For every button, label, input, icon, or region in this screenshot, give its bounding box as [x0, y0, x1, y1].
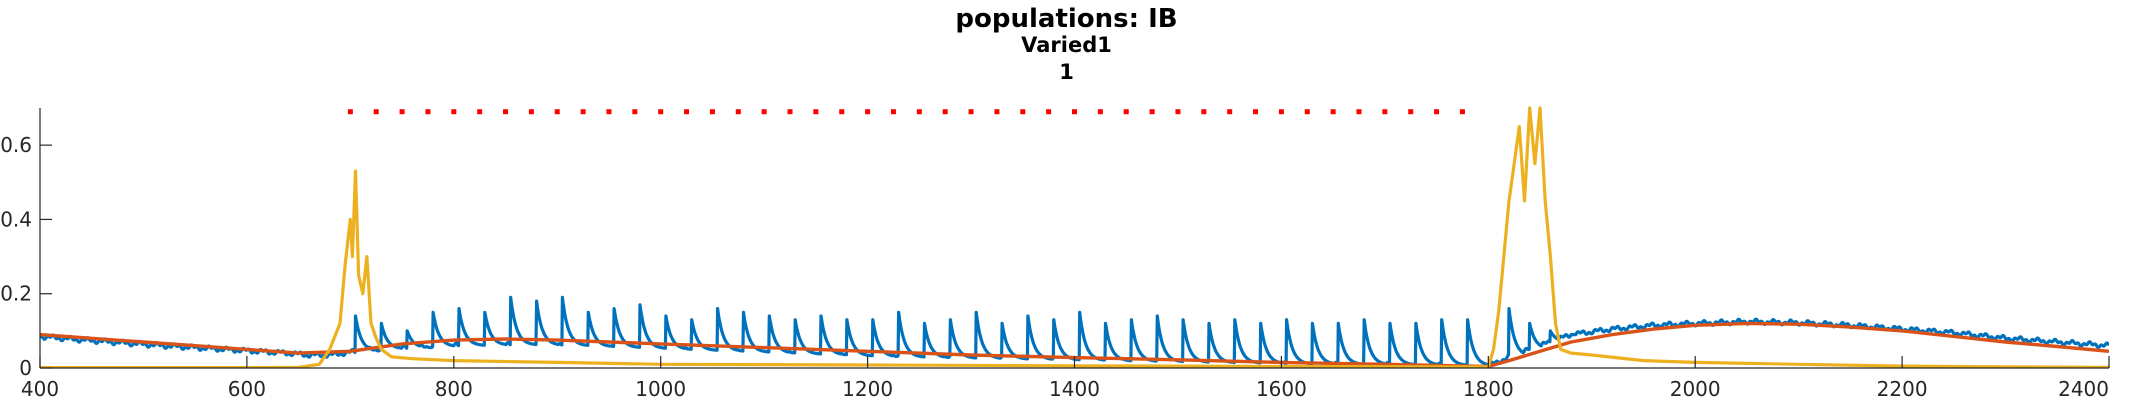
x-tick-label: 1600	[1256, 377, 1307, 400]
event-marker	[684, 109, 690, 115]
event-marker	[580, 109, 586, 115]
event-marker	[373, 109, 379, 115]
series-line-1	[40, 295, 2109, 367]
event-marker	[994, 109, 1000, 115]
y-tick-label: 0.6	[0, 133, 32, 157]
x-tick-label: 2400	[2058, 377, 2109, 400]
series-line-2	[40, 321, 2109, 368]
event-marker	[1149, 109, 1155, 115]
event-marker	[1123, 109, 1129, 115]
event-marker	[554, 109, 560, 115]
event-marker	[1227, 109, 1233, 115]
event-marker	[735, 109, 741, 115]
event-marker	[916, 109, 922, 115]
event-marker	[1097, 109, 1103, 115]
event-marker	[347, 109, 353, 115]
event-marker	[839, 109, 845, 115]
y-tick-label: 0.4	[0, 207, 32, 231]
event-marker	[503, 109, 509, 115]
x-tick-label: 400	[21, 377, 59, 400]
x-tick-label: 1800	[1463, 377, 1514, 400]
y-tick-label: 0	[19, 356, 32, 380]
event-marker	[1408, 109, 1414, 115]
x-tick-label: 2000	[1670, 377, 1721, 400]
event-marker	[425, 109, 431, 115]
y-tick-label: 0.2	[0, 282, 32, 306]
chart-title: populations: IB	[955, 4, 1178, 34]
series-layer	[40, 106, 2109, 368]
event-marker	[1382, 109, 1388, 115]
event-marker	[528, 109, 534, 115]
event-marker	[1175, 109, 1181, 115]
event-marker	[1304, 109, 1310, 115]
event-marker	[1330, 109, 1336, 115]
event-marker	[1020, 109, 1026, 115]
x-tick-label: 1400	[1049, 377, 1100, 400]
x-tick-label: 1200	[842, 377, 893, 400]
event-marker	[709, 109, 715, 115]
event-marker	[399, 109, 405, 115]
event-marker	[787, 109, 793, 115]
x-tick-label: 600	[228, 377, 266, 400]
event-marker	[1046, 109, 1052, 115]
axes-layer: 400 600 800 1000 1200 1400 1600 1800 2000 2200 240…	[0, 108, 2110, 400]
event-marker	[1278, 109, 1284, 115]
marker-layer	[347, 109, 1465, 115]
event-marker	[606, 109, 612, 115]
event-marker	[942, 109, 948, 115]
event-marker	[658, 109, 664, 115]
event-marker	[1356, 109, 1362, 115]
event-marker	[890, 109, 896, 115]
event-marker	[1253, 109, 1259, 115]
x-tick-label: 2200	[1877, 377, 1928, 400]
chart-subtitle: Varied1	[1021, 33, 1112, 57]
event-marker	[477, 109, 483, 115]
event-marker	[813, 109, 819, 115]
event-marker	[968, 109, 974, 115]
event-marker	[1459, 109, 1465, 115]
event-marker	[1072, 109, 1077, 115]
x-tick-label: 1000	[635, 377, 686, 400]
event-marker	[761, 109, 767, 115]
series-line-3	[40, 106, 2109, 368]
event-marker	[451, 109, 457, 115]
event-marker	[1434, 109, 1440, 115]
chart-subtitle-2: 1	[1059, 60, 1074, 84]
x-tick-label: 800	[435, 377, 473, 400]
event-marker	[632, 109, 638, 115]
event-marker	[865, 109, 871, 115]
event-marker	[1201, 109, 1207, 115]
